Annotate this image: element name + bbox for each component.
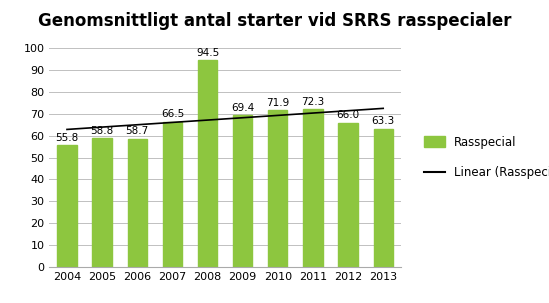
Legend: Rasspecial, Linear (Rasspecial): Rasspecial, Linear (Rasspecial) [418,130,549,185]
Bar [338,123,358,267]
Text: 69.4: 69.4 [231,103,254,113]
Text: 71.9: 71.9 [266,98,289,108]
Text: 55.8: 55.8 [55,133,79,143]
Bar [268,110,288,267]
Bar [57,145,77,267]
Bar [198,61,217,267]
Bar [163,122,182,267]
Text: 58.7: 58.7 [126,126,149,136]
Bar [373,128,393,267]
Text: 72.3: 72.3 [301,97,324,107]
Bar [92,138,112,267]
Text: 94.5: 94.5 [196,48,219,58]
Text: 66.0: 66.0 [337,111,360,121]
Text: Genomsnittligt antal starter vid SRRS rasspecialer: Genomsnittligt antal starter vid SRRS ra… [38,12,511,30]
Bar [303,109,323,267]
Bar [233,115,253,267]
Text: 66.5: 66.5 [161,109,184,119]
Text: 63.3: 63.3 [372,116,395,126]
Text: 58.8: 58.8 [91,126,114,136]
Bar [127,138,147,267]
